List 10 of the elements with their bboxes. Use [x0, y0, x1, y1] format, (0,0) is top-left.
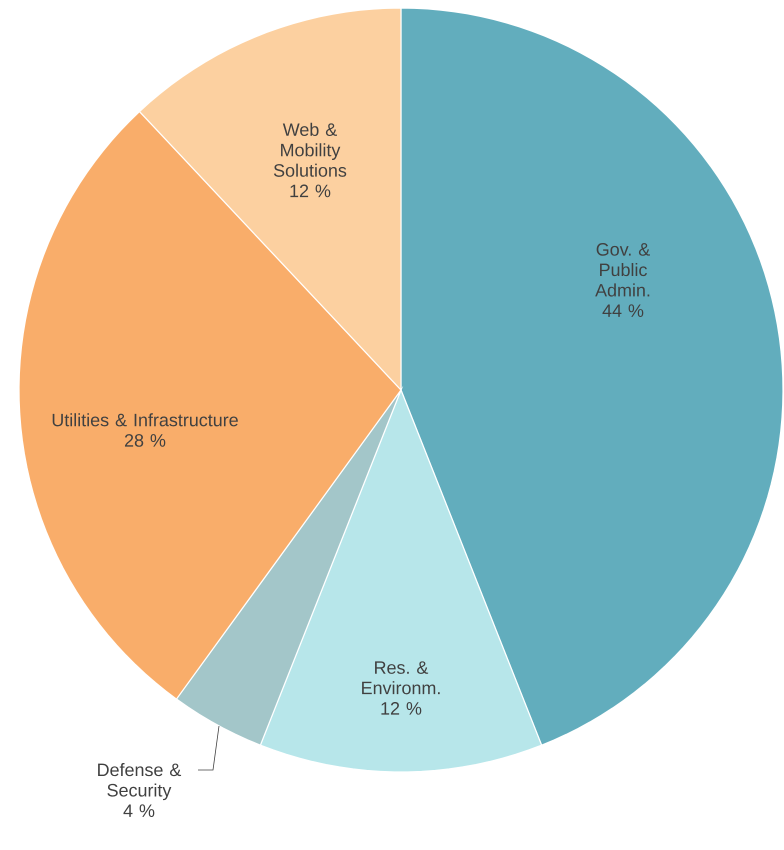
data-label: 12 % — [290, 184, 330, 198]
data-label: 12 % — [382, 702, 422, 715]
slice-label: Defense & Security — [98, 763, 182, 800]
slice-label: Web & Mobility Solutions — [274, 122, 346, 177]
slice-label: Res. & Environm. — [362, 661, 440, 694]
data-label: 4 % — [124, 804, 155, 817]
slice-label: Utilities & Infrastructure — [52, 413, 238, 426]
data-label: 28 % — [125, 434, 166, 447]
slice-label: Gov. & Public Admin. — [595, 243, 650, 297]
data-label: 44 % — [602, 304, 644, 317]
